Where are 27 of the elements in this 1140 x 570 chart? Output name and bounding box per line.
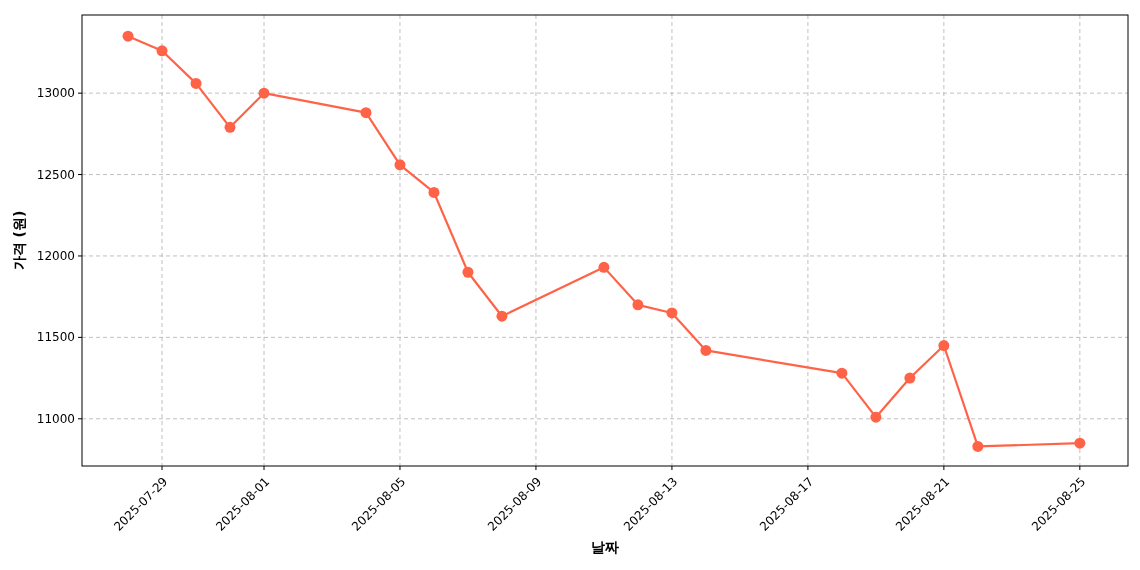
point bbox=[224, 121, 236, 133]
y-tick-label: 12000 bbox=[36, 248, 75, 263]
y-tick-label: 12500 bbox=[36, 167, 75, 182]
point bbox=[1074, 437, 1086, 449]
point bbox=[428, 186, 440, 198]
point bbox=[836, 367, 848, 379]
point bbox=[598, 261, 610, 273]
point bbox=[666, 307, 678, 319]
point bbox=[632, 299, 644, 311]
x-axis-title: 날짜 bbox=[591, 539, 619, 555]
point bbox=[122, 30, 134, 42]
point bbox=[938, 340, 950, 352]
point bbox=[904, 372, 916, 384]
point bbox=[496, 310, 508, 322]
point bbox=[700, 344, 712, 356]
point bbox=[394, 159, 406, 171]
point bbox=[462, 266, 474, 278]
point bbox=[870, 411, 882, 423]
point bbox=[156, 45, 168, 57]
point bbox=[190, 77, 202, 89]
point bbox=[972, 440, 984, 452]
point bbox=[258, 87, 270, 99]
y-tick-label: 11500 bbox=[36, 330, 75, 345]
point bbox=[360, 107, 372, 119]
y-tick-label: 13000 bbox=[36, 86, 75, 101]
y-axis-title: 가격 (원) bbox=[11, 210, 27, 271]
y-tick-label: 11000 bbox=[36, 411, 75, 426]
